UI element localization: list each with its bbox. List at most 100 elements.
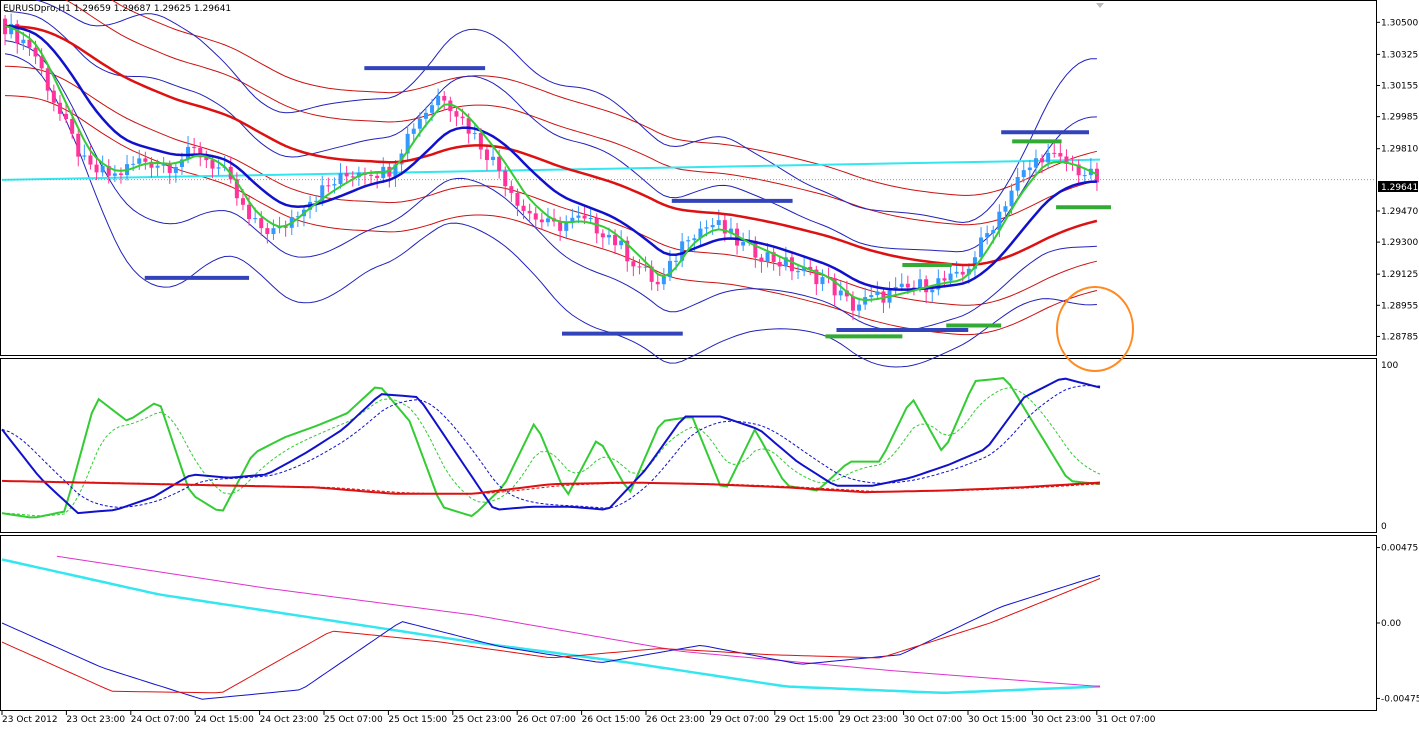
red-envelope-upper-1 bbox=[110, 0, 1098, 196]
candle-body bbox=[564, 222, 569, 231]
candle-body bbox=[186, 146, 191, 160]
candle-body bbox=[1064, 156, 1069, 164]
candle-body bbox=[393, 164, 398, 177]
oscillator-y-tick-label: 100 bbox=[1381, 361, 1398, 371]
candle-body bbox=[802, 266, 807, 272]
candle-body bbox=[1003, 206, 1008, 212]
candle-body bbox=[320, 185, 325, 201]
x-tick-label: 25 Oct 15:00 bbox=[388, 715, 447, 725]
candle-body bbox=[33, 47, 38, 57]
macd-panel-frame bbox=[0, 535, 1377, 711]
x-tick-label: 26 Oct 15:00 bbox=[582, 715, 641, 725]
price-panel-frame bbox=[0, 0, 1377, 356]
macd-line-magenta bbox=[56, 555, 1101, 687]
candle-body bbox=[326, 185, 331, 187]
candle-body bbox=[924, 279, 929, 293]
chart-header: EURUSDpro,H1 1.29659 1.29687 1.29625 1.2… bbox=[3, 4, 231, 14]
red-envelope-upper-0 bbox=[64, 0, 1098, 226]
x-tick-label: 30 Oct 07:00 bbox=[904, 715, 963, 725]
candle-body bbox=[314, 200, 319, 202]
current-price-label: 1.29641 bbox=[1381, 183, 1418, 193]
x-tick-label: 29 Oct 07:00 bbox=[710, 715, 769, 725]
blue-band-upper bbox=[4, 10, 1097, 253]
candle-body bbox=[369, 174, 374, 176]
candle-body bbox=[735, 228, 740, 246]
oscillator-line-green bbox=[1, 377, 1101, 519]
time-x-axis: 23 Oct 2012 23 Oct 23:00 24 Oct 07:00 24 Oc… bbox=[1, 711, 1156, 725]
x-tick-label: 25 Oct 23:00 bbox=[453, 715, 512, 725]
x-tick-label: 30 Oct 15:00 bbox=[968, 715, 1027, 725]
candle-body bbox=[576, 215, 581, 218]
candle-body bbox=[643, 266, 648, 268]
candle-body bbox=[491, 156, 496, 161]
candle-body bbox=[173, 166, 178, 173]
candle-body bbox=[966, 268, 971, 275]
candle-body bbox=[15, 23, 20, 44]
candle-body bbox=[637, 266, 642, 268]
x-tick-label: 25 Oct 07:00 bbox=[324, 715, 383, 725]
candle-body bbox=[722, 220, 727, 234]
candle-body bbox=[814, 269, 819, 285]
candle-body bbox=[942, 278, 947, 281]
price-y-tick-label: 1.30500 bbox=[1381, 18, 1418, 28]
price-y-tick-label: 1.28955 bbox=[1381, 301, 1418, 311]
macd-y-tick-label: 0.00 bbox=[1381, 619, 1401, 629]
price-series-layer bbox=[1, 0, 1376, 372]
candle-body bbox=[930, 289, 935, 293]
candle-body bbox=[375, 175, 380, 179]
current-price-badge: 1.29641 bbox=[1378, 181, 1418, 193]
candle-body bbox=[350, 176, 355, 178]
candle-body bbox=[613, 234, 618, 246]
candle-body bbox=[9, 23, 14, 35]
candle-body bbox=[545, 218, 550, 223]
x-tick-label: 29 Oct 15:00 bbox=[775, 715, 834, 725]
candle-body bbox=[216, 167, 221, 169]
candle-body bbox=[76, 133, 81, 157]
price-y-tick-label: 1.29470 bbox=[1381, 207, 1418, 217]
candle-body bbox=[905, 283, 910, 288]
chart-shift-marker[interactable] bbox=[1096, 3, 1104, 8]
candle-body bbox=[783, 257, 788, 267]
price-y-tick-label: 1.29810 bbox=[1381, 145, 1418, 155]
oscillator-signal-red bbox=[1, 480, 1101, 495]
candle-body bbox=[667, 260, 672, 277]
candle-body bbox=[106, 166, 111, 176]
candle-body bbox=[625, 240, 630, 262]
blue-band-outer-upper bbox=[33, 0, 1097, 224]
candle-body bbox=[1046, 152, 1051, 163]
candle-body bbox=[240, 198, 245, 205]
fast-ma-line bbox=[4, 25, 1098, 302]
candle-body bbox=[527, 210, 532, 214]
candle-body bbox=[661, 276, 666, 285]
candle-body bbox=[417, 118, 422, 129]
candle-body bbox=[503, 170, 508, 187]
candle-body bbox=[777, 261, 782, 267]
candle-body bbox=[454, 111, 459, 117]
candle-body bbox=[850, 296, 855, 311]
candle-body bbox=[899, 283, 904, 287]
candle-body bbox=[619, 240, 624, 246]
candle-body bbox=[741, 241, 746, 246]
x-tick-label: 30 Oct 23:00 bbox=[1032, 715, 1091, 725]
candle-body bbox=[430, 105, 435, 113]
candle-body bbox=[283, 226, 288, 228]
candle-body bbox=[466, 118, 471, 134]
candle-body bbox=[771, 252, 776, 262]
candle-body bbox=[838, 290, 843, 296]
candle-body bbox=[674, 260, 679, 262]
candle-body bbox=[198, 147, 203, 158]
slow-ma-line bbox=[4, 24, 1098, 267]
price-y-tick-label: 1.30155 bbox=[1381, 82, 1418, 92]
candle-body bbox=[521, 205, 526, 211]
candle-body bbox=[631, 261, 636, 267]
candle-body bbox=[991, 229, 996, 234]
candle-body bbox=[948, 273, 953, 281]
candle-body bbox=[710, 225, 715, 228]
candle-body bbox=[45, 68, 50, 91]
candle-body bbox=[118, 173, 123, 176]
candle-body bbox=[728, 228, 733, 234]
candle-body bbox=[515, 192, 520, 206]
candle-body bbox=[1058, 153, 1063, 157]
candle-body bbox=[137, 158, 142, 164]
macd-y-axis: 0.00475 0.00 -0.00475 bbox=[1376, 544, 1419, 704]
